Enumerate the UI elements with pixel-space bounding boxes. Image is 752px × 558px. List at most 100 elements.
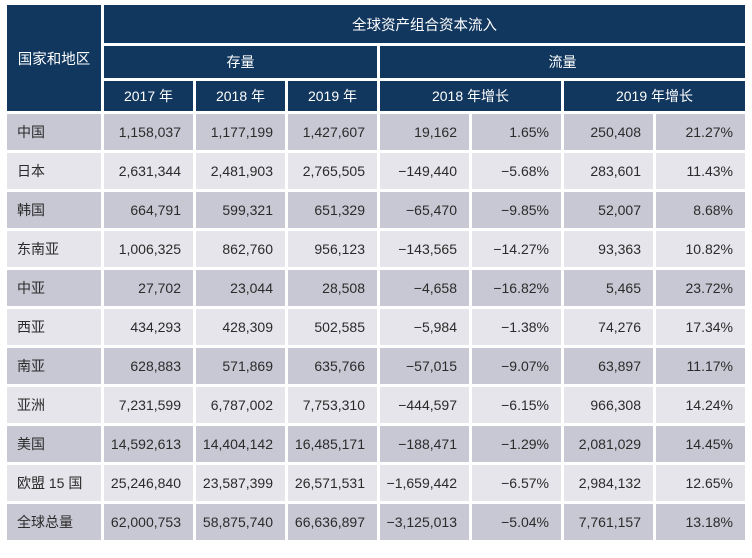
- growth-2018-value-cell: −3,125,013: [380, 504, 469, 540]
- stock-2018-cell: 6,787,002: [196, 387, 285, 423]
- stock-2017-cell: 434,293: [104, 309, 193, 345]
- growth-2019-header: 2019 年增长: [564, 81, 745, 111]
- table-title: 全球资产组合资本流入: [104, 5, 745, 43]
- growth-2019-value-cell: 74,276: [564, 309, 653, 345]
- page: 国家和地区 全球资产组合资本流入 存量 流量 2017 年 2018 年 201…: [4, 2, 748, 543]
- stock-2017-cell: 628,883: [104, 348, 193, 384]
- growth-2019-value-cell: 2,081,029: [564, 426, 653, 462]
- stock-2019-cell: 651,329: [288, 192, 377, 228]
- region-cell: 欧盟 15 国: [7, 465, 101, 501]
- year-2018-header: 2018 年: [196, 81, 285, 111]
- stock-2018-cell: 428,309: [196, 309, 285, 345]
- growth-2019-value-cell: 250,408: [564, 114, 653, 150]
- growth-2018-percent-cell: −5.04%: [472, 504, 561, 540]
- growth-2018-value-cell: −188,471: [380, 426, 469, 462]
- growth-2019-percent-cell: 14.24%: [656, 387, 745, 423]
- table-row: 全球总量 62,000,753 58,875,740 66,636,897 −3…: [7, 504, 745, 540]
- stock-2017-cell: 25,246,840: [104, 465, 193, 501]
- table-row: 韩国 664,791 599,321 651,329 −65,470 −9.85…: [7, 192, 745, 228]
- table-header: 国家和地区 全球资产组合资本流入 存量 流量 2017 年 2018 年 201…: [7, 5, 745, 111]
- growth-2019-value-cell: 7,761,157: [564, 504, 653, 540]
- growth-2019-value-cell: 93,363: [564, 231, 653, 267]
- stock-2019-cell: 66,636,897: [288, 504, 377, 540]
- stock-2019-cell: 7,753,310: [288, 387, 377, 423]
- growth-2018-value-cell: −1,659,442: [380, 465, 469, 501]
- stock-2019-cell: 28,508: [288, 270, 377, 306]
- region-cell: 美国: [7, 426, 101, 462]
- growth-2018-percent-cell: −6.15%: [472, 387, 561, 423]
- stock-2019-cell: 502,585: [288, 309, 377, 345]
- table-row: 日本 2,631,344 2,481,903 2,765,505 −149,44…: [7, 153, 745, 189]
- table-row: 西亚 434,293 428,309 502,585 −5,984 −1.38%…: [7, 309, 745, 345]
- growth-2019-percent-cell: 12.65%: [656, 465, 745, 501]
- table-body: 中国 1,158,037 1,177,199 1,427,607 19,162 …: [7, 114, 745, 540]
- region-cell: 西亚: [7, 309, 101, 345]
- table-row: 美国 14,592,613 14,404,142 16,485,171 −188…: [7, 426, 745, 462]
- stock-2017-cell: 1,158,037: [104, 114, 193, 150]
- table-row: 中国 1,158,037 1,177,199 1,427,607 19,162 …: [7, 114, 745, 150]
- growth-2018-percent-cell: −1.38%: [472, 309, 561, 345]
- region-cell: 南亚: [7, 348, 101, 384]
- stock-2019-cell: 635,766: [288, 348, 377, 384]
- stock-2018-cell: 23,587,399: [196, 465, 285, 501]
- stock-2018-cell: 23,044: [196, 270, 285, 306]
- stock-2017-cell: 1,006,325: [104, 231, 193, 267]
- growth-2018-percent-cell: 1.65%: [472, 114, 561, 150]
- growth-2018-value-cell: −4,658: [380, 270, 469, 306]
- growth-2018-value-cell: 19,162: [380, 114, 469, 150]
- growth-2019-percent-cell: 11.43%: [656, 153, 745, 189]
- region-cell: 中国: [7, 114, 101, 150]
- stock-2018-cell: 1,177,199: [196, 114, 285, 150]
- growth-2019-value-cell: 5,465: [564, 270, 653, 306]
- stock-2018-cell: 862,760: [196, 231, 285, 267]
- growth-2019-value-cell: 52,007: [564, 192, 653, 228]
- stock-2017-cell: 7,231,599: [104, 387, 193, 423]
- stock-2019-cell: 956,123: [288, 231, 377, 267]
- table-row: 中亚 27,702 23,044 28,508 −4,658 −16.82% 5…: [7, 270, 745, 306]
- growth-2019-value-cell: 63,897: [564, 348, 653, 384]
- growth-2018-value-cell: −444,597: [380, 387, 469, 423]
- stock-2017-cell: 14,592,613: [104, 426, 193, 462]
- region-cell: 东南亚: [7, 231, 101, 267]
- flow-group-header: 流量: [380, 46, 745, 78]
- stock-2017-cell: 62,000,753: [104, 504, 193, 540]
- growth-2018-percent-cell: −9.07%: [472, 348, 561, 384]
- growth-2019-percent-cell: 13.18%: [656, 504, 745, 540]
- region-cell: 全球总量: [7, 504, 101, 540]
- growth-2018-value-cell: −5,984: [380, 309, 469, 345]
- stock-2018-cell: 599,321: [196, 192, 285, 228]
- country-column-header: 国家和地区: [7, 5, 101, 111]
- region-cell: 日本: [7, 153, 101, 189]
- growth-2019-value-cell: 283,601: [564, 153, 653, 189]
- year-2019-header: 2019 年: [288, 81, 377, 111]
- region-cell: 中亚: [7, 270, 101, 306]
- region-cell: 亚洲: [7, 387, 101, 423]
- growth-2018-value-cell: −57,015: [380, 348, 469, 384]
- capital-inflows-table: 国家和地区 全球资产组合资本流入 存量 流量 2017 年 2018 年 201…: [4, 2, 748, 543]
- stock-2019-cell: 26,571,531: [288, 465, 377, 501]
- stock-group-header: 存量: [104, 46, 377, 78]
- stock-2019-cell: 2,765,505: [288, 153, 377, 189]
- stock-2018-cell: 14,404,142: [196, 426, 285, 462]
- growth-2019-percent-cell: 23.72%: [656, 270, 745, 306]
- stock-2018-cell: 571,869: [196, 348, 285, 384]
- region-cell: 韩国: [7, 192, 101, 228]
- stock-2017-cell: 2,631,344: [104, 153, 193, 189]
- year-2017-header: 2017 年: [104, 81, 193, 111]
- growth-2019-percent-cell: 8.68%: [656, 192, 745, 228]
- stock-2017-cell: 27,702: [104, 270, 193, 306]
- growth-2018-percent-cell: −1.29%: [472, 426, 561, 462]
- growth-2018-value-cell: −65,470: [380, 192, 469, 228]
- growth-2018-value-cell: −149,440: [380, 153, 469, 189]
- stock-2018-cell: 58,875,740: [196, 504, 285, 540]
- table-row: 南亚 628,883 571,869 635,766 −57,015 −9.07…: [7, 348, 745, 384]
- growth-2018-percent-cell: −5.68%: [472, 153, 561, 189]
- growth-2019-value-cell: 2,984,132: [564, 465, 653, 501]
- growth-2018-value-cell: −143,565: [380, 231, 469, 267]
- growth-2018-header: 2018 年增长: [380, 81, 561, 111]
- growth-2018-percent-cell: −14.27%: [472, 231, 561, 267]
- growth-2019-percent-cell: 21.27%: [656, 114, 745, 150]
- growth-2019-value-cell: 966,308: [564, 387, 653, 423]
- growth-2018-percent-cell: −16.82%: [472, 270, 561, 306]
- stock-2018-cell: 2,481,903: [196, 153, 285, 189]
